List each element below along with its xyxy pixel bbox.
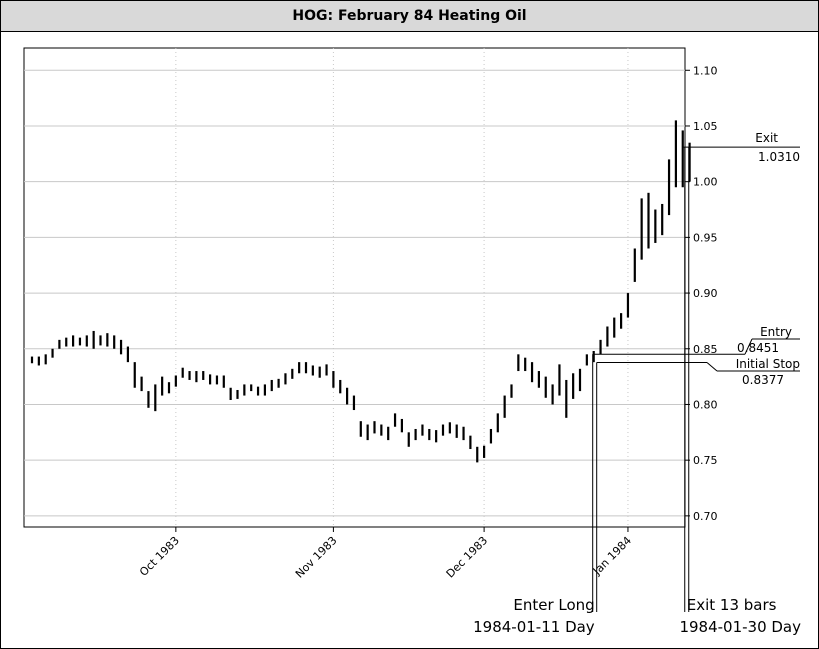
y-tick-label: 0.80 bbox=[693, 398, 718, 411]
y-tick-label: 0.90 bbox=[693, 287, 718, 300]
x-axis: Oct 1983 Nov 1983 Dec 1983 Jan 1984 bbox=[137, 527, 634, 581]
y-tick-label: 0.70 bbox=[693, 510, 718, 523]
y-tick-label: 1.05 bbox=[693, 120, 718, 133]
y-axis: 0.70 0.75 0.80 0.85 0.90 0.95 1.00 1.05 1.10 bbox=[685, 64, 718, 523]
entry-value: 0.8451 bbox=[737, 341, 779, 355]
stop-leader bbox=[706, 362, 718, 372]
exit-date: 1984-01-30 Day bbox=[679, 618, 801, 636]
y-tick-label: 1.00 bbox=[693, 176, 718, 189]
exit-label: Exit bbox=[755, 131, 778, 145]
x-tick-label: Nov 1983 bbox=[293, 534, 340, 581]
y-tick-label: 0.85 bbox=[693, 343, 718, 356]
trade-annotations: Exit 1.0310 Entry 0.8451 Initial Stop 0.… bbox=[473, 131, 801, 636]
exit-bars-label: Exit 13 bars bbox=[687, 596, 777, 614]
initial-stop-value: 0.8377 bbox=[742, 373, 784, 387]
enter-long-label: Enter Long bbox=[513, 596, 594, 614]
chart-title-bar: HOG: February 84 Heating Oil bbox=[1, 1, 818, 32]
x-tick-label: Dec 1983 bbox=[444, 534, 491, 581]
y-tick-label: 1.10 bbox=[693, 64, 718, 77]
plot-area bbox=[23, 47, 686, 528]
entry-leader bbox=[744, 338, 753, 355]
y-tick-label: 0.75 bbox=[693, 454, 718, 467]
price-bars bbox=[30, 120, 691, 463]
grid-layer bbox=[24, 48, 685, 527]
enter-long-date: 1984-01-11 Day bbox=[473, 618, 595, 636]
chart-title: HOG: February 84 Heating Oil bbox=[292, 8, 527, 24]
exit-value: 1.0310 bbox=[758, 150, 800, 164]
initial-stop-label: Initial Stop bbox=[736, 357, 800, 371]
entry-label: Entry bbox=[760, 325, 792, 339]
x-tick-label: Oct 1983 bbox=[137, 534, 182, 579]
y-tick-label: 0.95 bbox=[693, 231, 718, 244]
